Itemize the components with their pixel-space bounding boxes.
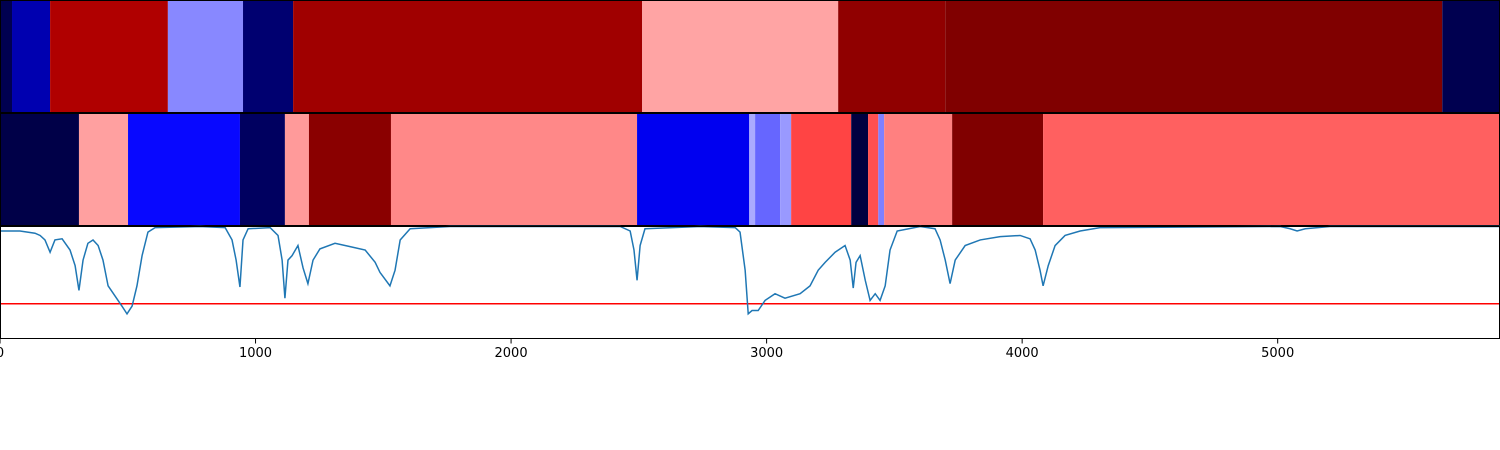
segment [390,113,638,226]
segment [780,113,792,226]
segment [637,113,750,226]
segment [0,0,13,113]
segment [838,0,946,113]
segment [952,113,1044,226]
frame [0,226,1500,339]
segment [243,0,294,113]
x-tick-label: 0 [0,346,4,361]
x-tick-label: 2000 [495,346,528,361]
x-tick-label: 1000 [239,346,272,361]
segment [128,113,240,226]
segment [755,113,781,226]
x-tick-label: 4000 [1006,346,1039,361]
segment [50,0,168,113]
segment [78,113,129,226]
segment [791,113,852,226]
segment [868,113,879,226]
segment [293,0,643,113]
segment [239,113,285,226]
segment [749,113,756,226]
x-tick-label: 5000 [1261,346,1294,361]
segment [945,0,1443,113]
segment [851,113,869,226]
segment [308,113,391,226]
segment [1043,113,1500,226]
segment [0,113,79,226]
segment [12,0,51,113]
segment [167,0,244,113]
x-tick-label: 3000 [750,346,783,361]
segment [284,113,309,226]
segment [878,113,885,226]
line [0,225,1500,316]
segment [1442,0,1500,113]
segment [642,0,839,113]
segment [884,113,953,226]
